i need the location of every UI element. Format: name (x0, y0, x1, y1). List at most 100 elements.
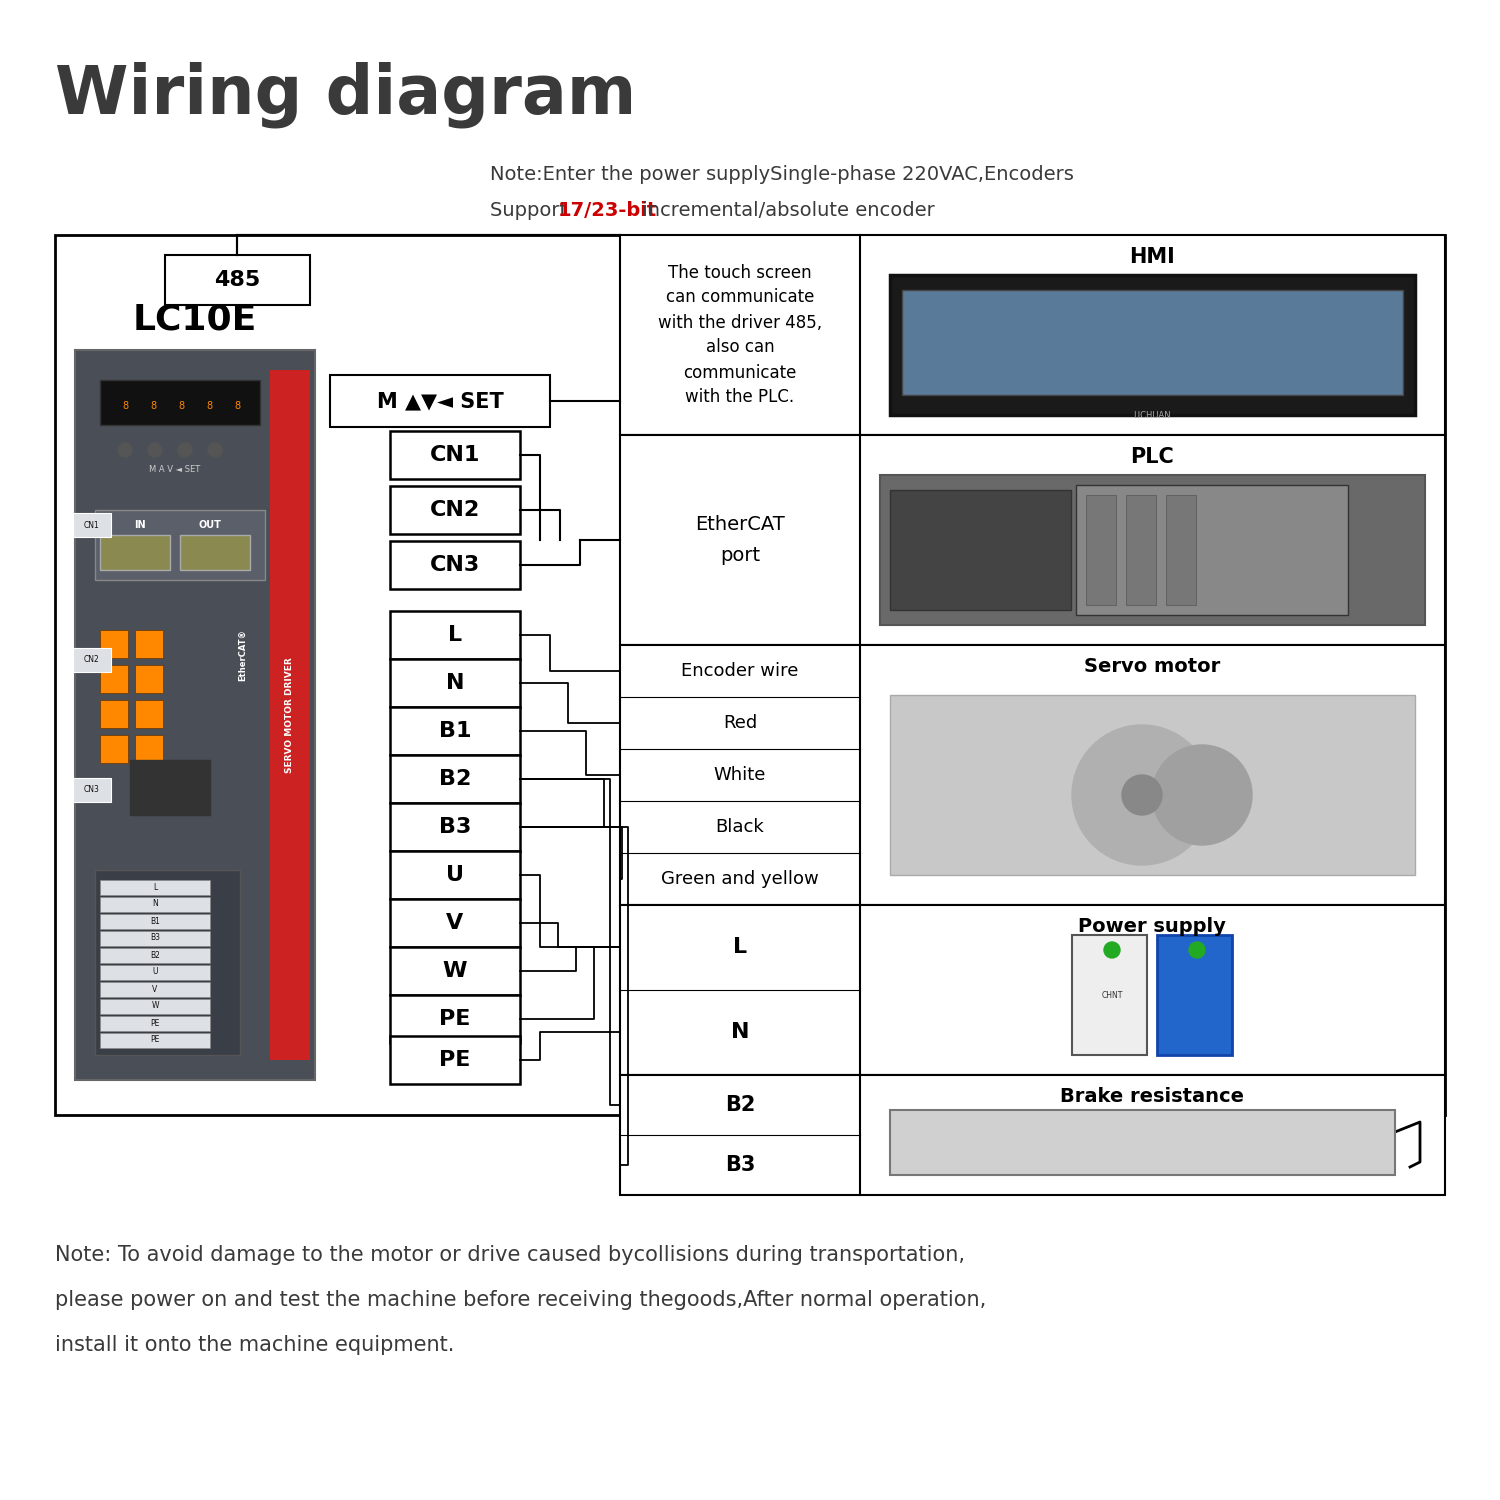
Bar (390, 754, 520, 802)
Text: Wiring diagram: Wiring diagram (56, 62, 636, 129)
Bar (74, 778, 111, 802)
Bar (135, 735, 164, 764)
Bar (390, 486, 520, 534)
Bar (390, 610, 520, 658)
Circle shape (1104, 942, 1120, 958)
Text: V: V (447, 914, 464, 933)
Bar (1156, 934, 1232, 1054)
Bar (100, 700, 128, 727)
Text: OUT: OUT (198, 520, 222, 530)
Bar (165, 255, 310, 304)
Text: White: White (714, 766, 766, 784)
Bar (94, 510, 266, 580)
Bar (135, 630, 164, 658)
Bar (890, 490, 1071, 610)
Text: L: L (153, 882, 158, 891)
Text: PLC: PLC (1130, 447, 1174, 466)
Bar (100, 999, 210, 1014)
Text: L: L (734, 938, 747, 957)
Text: 8: 8 (150, 400, 156, 411)
Text: Black: Black (716, 818, 765, 836)
Bar (135, 664, 164, 693)
Bar (100, 1034, 210, 1048)
Text: Support: Support (490, 201, 573, 219)
Circle shape (1072, 724, 1212, 866)
Bar (74, 648, 111, 672)
Text: B3: B3 (440, 818, 471, 837)
Bar (620, 236, 1444, 435)
Bar (135, 700, 164, 727)
Bar (620, 1076, 1444, 1196)
Text: Brake resistance: Brake resistance (1060, 1088, 1244, 1107)
Bar (100, 1016, 210, 1031)
Bar (620, 645, 1444, 904)
Circle shape (1190, 942, 1204, 958)
Bar (75, 350, 315, 1080)
Bar (100, 914, 210, 928)
Text: PE: PE (150, 1035, 159, 1044)
Text: LC10E: LC10E (134, 303, 256, 338)
Text: V: V (153, 984, 158, 993)
Text: PE: PE (440, 1010, 471, 1029)
Bar (270, 370, 310, 1060)
Bar (94, 870, 240, 1054)
Bar (390, 658, 520, 706)
Bar (390, 994, 520, 1042)
Bar (390, 898, 520, 946)
Bar (74, 513, 111, 537)
Text: M A V ◄ SET: M A V ◄ SET (150, 465, 201, 474)
Text: CN3: CN3 (430, 555, 480, 574)
Bar (620, 904, 1444, 1076)
Bar (100, 932, 210, 946)
Bar (390, 802, 520, 850)
Bar (1126, 495, 1156, 604)
Text: 8: 8 (206, 400, 212, 411)
Bar (390, 430, 520, 478)
Text: 8: 8 (178, 400, 184, 411)
Text: B1: B1 (150, 916, 160, 926)
Text: W: W (442, 962, 468, 981)
Text: IN: IN (134, 520, 146, 530)
Bar (100, 664, 128, 693)
Circle shape (178, 442, 192, 458)
Text: The touch screen
can communicate
with the driver 485,
also can
communicate
with : The touch screen can communicate with th… (658, 264, 822, 407)
Text: 485: 485 (214, 270, 260, 290)
Text: install it onto the machine equipment.: install it onto the machine equipment. (56, 1335, 454, 1354)
Text: PE: PE (440, 1050, 471, 1070)
Bar (1076, 484, 1348, 615)
Bar (330, 375, 550, 427)
Bar (100, 536, 170, 570)
Circle shape (1152, 746, 1252, 844)
Text: Red: Red (723, 714, 758, 732)
Bar (100, 964, 210, 980)
Text: N: N (152, 900, 157, 909)
Text: Note:Enter the power supplySingle-phase 220VAC,Encoders: Note:Enter the power supplySingle-phase … (490, 165, 1074, 184)
Text: CN2: CN2 (84, 656, 100, 664)
Text: SERVO MOTOR DRIVER: SERVO MOTOR DRIVER (285, 657, 294, 772)
Bar (1072, 934, 1148, 1054)
Text: W: W (152, 1002, 159, 1011)
Text: CHNT: CHNT (1101, 990, 1122, 999)
Circle shape (1122, 776, 1162, 814)
Bar (620, 435, 1444, 645)
Text: Servo motor: Servo motor (1084, 657, 1220, 676)
Bar (880, 476, 1425, 626)
Bar (56, 236, 1444, 1114)
Text: U: U (153, 968, 158, 976)
Text: LICHUAN: LICHUAN (1132, 411, 1172, 420)
Text: incremental/absolute encoder: incremental/absolute encoder (636, 201, 934, 219)
Text: EtherCAT®: EtherCAT® (238, 628, 248, 681)
Text: B2: B2 (440, 770, 471, 789)
Text: 8: 8 (122, 400, 128, 411)
Text: EtherCAT
port: EtherCAT port (694, 514, 784, 566)
Text: CN1: CN1 (84, 520, 100, 530)
Bar (180, 536, 250, 570)
Text: Note: To avoid damage to the motor or drive caused bycollisions during transport: Note: To avoid damage to the motor or dr… (56, 1245, 964, 1264)
Bar (390, 542, 520, 590)
Bar (100, 880, 210, 896)
Text: 8: 8 (234, 400, 240, 411)
Text: B2: B2 (150, 951, 160, 960)
Bar (100, 735, 128, 764)
Text: PE: PE (150, 1019, 159, 1028)
Text: N: N (446, 674, 465, 693)
